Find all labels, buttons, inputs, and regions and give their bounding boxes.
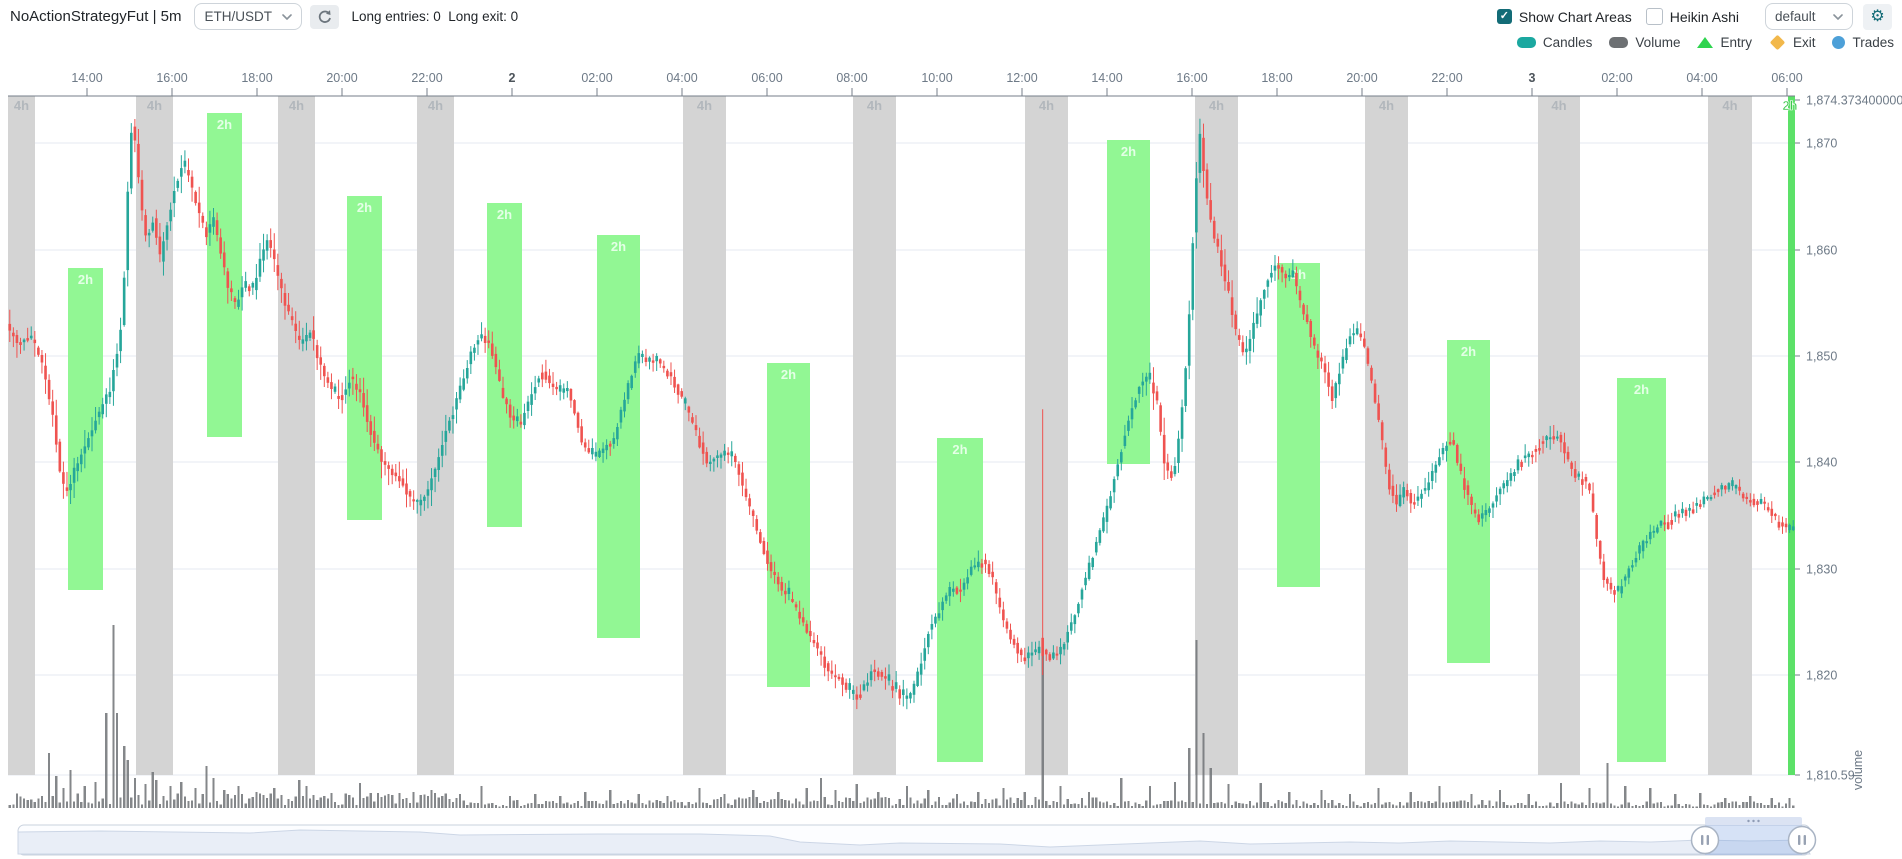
svg-text:4h: 4h xyxy=(1209,98,1224,113)
candles-swatch-icon xyxy=(1516,36,1536,48)
legend-item-volume[interactable]: Volume xyxy=(1609,35,1680,50)
svg-text:1,870: 1,870 xyxy=(1806,137,1837,151)
svg-text:04:00: 04:00 xyxy=(1686,71,1717,85)
svg-text:4h: 4h xyxy=(697,98,712,113)
svg-text:04:00: 04:00 xyxy=(666,71,697,85)
plot-config-value: default xyxy=(1775,9,1816,24)
time-axis: 14:00 16:00 18:00 20:00 22:00 2 02:00 04:00 06:0… xyxy=(8,71,1803,97)
datazoom-slider[interactable] xyxy=(17,817,1817,856)
svg-text:14:00: 14:00 xyxy=(71,71,102,85)
plot-settings-button[interactable]: ⚙ xyxy=(1863,3,1892,30)
svg-text:2: 2 xyxy=(509,71,516,85)
svg-text:4h: 4h xyxy=(428,98,443,113)
chevron-down-icon xyxy=(1833,13,1843,20)
svg-text:4h: 4h xyxy=(14,98,29,113)
legend-item-entry[interactable]: Entry xyxy=(1697,35,1752,50)
svg-text:1,810.59: 1,810.59 xyxy=(1806,769,1855,783)
svg-text:18:00: 18:00 xyxy=(241,71,272,85)
datazoom-right-handle[interactable] xyxy=(1787,825,1817,855)
gear-icon: ⚙ xyxy=(1870,7,1885,25)
svg-text:4h: 4h xyxy=(1379,98,1394,113)
volume-bars xyxy=(8,625,1795,808)
svg-text:1,840: 1,840 xyxy=(1806,456,1837,470)
datazoom-data-shadow xyxy=(17,829,1811,855)
strategy-title: NoActionStrategyFut | 5m xyxy=(10,8,182,25)
show-chart-areas-checkbox[interactable]: ✓ xyxy=(1496,9,1512,24)
svg-text:4h: 4h xyxy=(147,98,162,113)
pair-select[interactable]: ETH/USDT xyxy=(194,3,303,30)
chart-areas-4h: 4h 4h 4h 4h 4h 4h 4h 4h 4h 4h 4h xyxy=(8,96,1752,775)
svg-text:14:00: 14:00 xyxy=(1091,71,1122,85)
refresh-button[interactable] xyxy=(310,4,340,29)
svg-text:1,820: 1,820 xyxy=(1806,669,1837,683)
volume-axis-label: volume xyxy=(1851,750,1865,790)
svg-text:2h: 2h xyxy=(611,239,626,254)
svg-text:20:00: 20:00 xyxy=(1346,71,1377,85)
entries-summary: Long entries: 0 Long exit: 0 xyxy=(351,9,519,24)
svg-text:1,850: 1,850 xyxy=(1806,350,1837,364)
svg-text:2h: 2h xyxy=(497,207,512,222)
plot-config-select[interactable]: default xyxy=(1765,3,1853,30)
legend-item-trades[interactable]: Trades xyxy=(1832,35,1894,50)
svg-text:06:00: 06:00 xyxy=(751,71,782,85)
legend-item-candles[interactable]: Candles xyxy=(1516,35,1592,50)
svg-text:4h: 4h xyxy=(289,98,304,113)
svg-text:08:00: 08:00 xyxy=(836,71,867,85)
svg-text:1,874.373400000: 1,874.373400000 xyxy=(1806,94,1902,108)
svg-text:2h: 2h xyxy=(357,200,372,215)
candles xyxy=(8,118,1795,710)
svg-text:20:00: 20:00 xyxy=(326,71,357,85)
legend-item-exit[interactable]: Exit xyxy=(1769,34,1815,50)
svg-text:2h: 2h xyxy=(1461,344,1476,359)
svg-text:2h: 2h xyxy=(217,117,232,132)
chevron-down-icon xyxy=(282,13,293,20)
svg-text:02:00: 02:00 xyxy=(1601,71,1632,85)
heikin-ashi-label[interactable]: Heikin Ashi xyxy=(1669,8,1739,25)
refresh-icon xyxy=(319,10,332,23)
svg-text:4h: 4h xyxy=(1551,98,1566,113)
svg-text:2h: 2h xyxy=(781,367,796,382)
chart-legend: Candles Volume Entry Exit Trades xyxy=(1500,31,1894,53)
svg-text:16:00: 16:00 xyxy=(1176,71,1207,85)
svg-text:2h: 2h xyxy=(1782,98,1797,113)
heikin-ashi-checkbox[interactable] xyxy=(1645,8,1663,25)
svg-text:2h: 2h xyxy=(952,442,967,457)
entry-triangle-icon xyxy=(1697,36,1714,48)
chart-areas-2h: 2h 2h 2h 2h 2h 2h 2h 2h 2h 2h 2h 2h xyxy=(68,96,1798,775)
datazoom-left-handle[interactable] xyxy=(1690,825,1720,855)
svg-text:2h: 2h xyxy=(78,272,93,287)
svg-text:16:00: 16:00 xyxy=(156,71,187,85)
svg-text:06:00: 06:00 xyxy=(1771,71,1802,85)
pair-select-value: ETH/USDT xyxy=(204,9,272,24)
exit-diamond-icon xyxy=(1769,34,1786,50)
svg-text:4h: 4h xyxy=(1722,98,1737,113)
svg-text:02:00: 02:00 xyxy=(581,71,612,85)
svg-text:2h: 2h xyxy=(1121,144,1136,159)
svg-text:2h: 2h xyxy=(1291,267,1306,282)
svg-text:10:00: 10:00 xyxy=(921,71,952,85)
svg-text:1,860: 1,860 xyxy=(1806,244,1837,258)
show-chart-areas-label[interactable]: Show Chart Areas xyxy=(1518,8,1632,25)
svg-text:4h: 4h xyxy=(1039,98,1054,113)
svg-text:4h: 4h xyxy=(867,98,882,113)
volume-swatch-icon xyxy=(1609,36,1629,48)
price-axis: 1,874.373400000 1,870 1,860 1,850 1,840 1,830… xyxy=(1795,94,1902,783)
svg-text:1,830: 1,830 xyxy=(1806,563,1837,577)
datazoom-selection[interactable] xyxy=(1705,825,1802,855)
svg-text:22:00: 22:00 xyxy=(1431,71,1462,85)
svg-text:2h: 2h xyxy=(1634,382,1649,397)
svg-text:12:00: 12:00 xyxy=(1006,71,1037,85)
gridlines xyxy=(8,142,1795,776)
svg-text:3: 3 xyxy=(1529,71,1536,85)
svg-text:18:00: 18:00 xyxy=(1261,71,1292,85)
trades-circle-icon xyxy=(1832,35,1846,49)
chart-header: NoActionStrategyFut | 5m ETH/USDT Long e… xyxy=(0,0,1902,33)
svg-text:22:00: 22:00 xyxy=(411,71,442,85)
